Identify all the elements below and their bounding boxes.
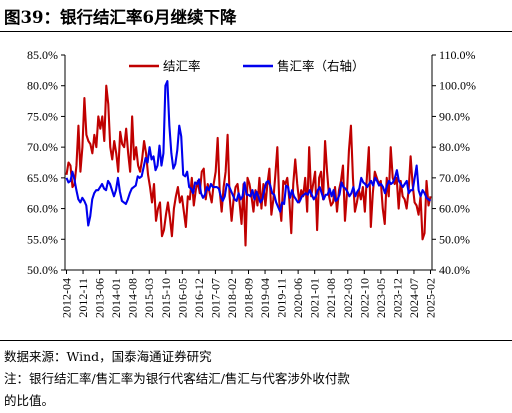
x-tick-label: 2012-11: [76, 278, 90, 318]
y-right-tick-label: 100.0%: [439, 79, 476, 93]
x-tick-label: 2014-01: [109, 278, 123, 318]
sales-ratio-line: [65, 80, 432, 227]
x-tick-label: 2016-05: [175, 278, 189, 318]
y-left-tick-label: 85.0%: [27, 48, 58, 62]
x-tick-label: 2020-06: [291, 278, 305, 318]
x-tick-label: 2012-04: [60, 278, 74, 318]
y-right-tick-label: 110.0%: [439, 48, 476, 62]
y-right-tick-label: 70.0%: [439, 171, 470, 185]
y-left-tick-label: 50.0%: [27, 263, 58, 277]
y-right-tick-label: 60.0%: [439, 202, 470, 216]
y-left-tick-label: 80.0%: [27, 79, 58, 93]
page-title: 图39：银行结汇率6月继续下降: [4, 8, 237, 27]
y-right-tick-label: 90.0%: [439, 109, 470, 123]
y-right-tick-label: 50.0%: [439, 232, 470, 246]
settlement-ratio-line: [65, 84, 432, 247]
y-left-tick-label: 75.0%: [27, 109, 58, 123]
legend-label: 售汇率（右轴）: [277, 59, 365, 74]
x-tick-label: 2016-12: [192, 278, 206, 318]
x-tick-label: 2025-02: [424, 278, 438, 318]
x-tick-label: 2015-03: [142, 278, 156, 318]
y-right-tick-label: 40.0%: [439, 263, 470, 277]
tick-labels: 50.0% 55.0% 60.0% 65.0% 70.0% 75.0% 80.0% 85.0%…: [27, 48, 476, 318]
y-left-tick-label: 70.0%: [27, 140, 58, 154]
y-left-tick-label: 60.0%: [27, 202, 58, 216]
footnote-line-1: 注：银行结汇率/售汇率为银行代客结汇/售汇与代客涉外收付款: [4, 371, 350, 386]
x-tick-label: 2023-12: [390, 278, 404, 318]
series-layer: [65, 80, 432, 247]
y-right-tick-label: 80.0%: [439, 140, 470, 154]
x-tick-label: 2019-04: [258, 278, 272, 318]
x-tick-label: 2018-09: [242, 278, 256, 318]
footnote-line-2: 的比值。: [4, 393, 55, 408]
x-tick-label: 2018-02: [225, 278, 239, 318]
x-tick-label: 2013-06: [93, 278, 107, 318]
title-divider: [0, 31, 512, 32]
chart-axes: [61, 54, 436, 274]
x-tick-label: 2021-08: [324, 278, 338, 318]
bottom-divider: [0, 340, 512, 341]
x-tick-label: 2017-07: [208, 278, 222, 318]
x-tick-label: 2022-03: [341, 278, 355, 318]
source-note: 数据来源：Wind，国泰海通证券研究: [4, 349, 212, 364]
x-tick-label: 2015-10: [159, 278, 173, 318]
x-tick-label: 2023-05: [374, 278, 388, 318]
y-left-tick-label: 65.0%: [27, 171, 58, 185]
y-left-tick-label: 55.0%: [27, 232, 58, 246]
legend-label: 结汇率: [163, 59, 201, 74]
x-tick-label: 2022-10: [357, 278, 371, 318]
exchange-rate-chart: 50.0% 55.0% 60.0% 65.0% 70.0% 75.0% 80.0% 85.0%…: [27, 48, 476, 318]
chart-legend: 结汇率 售汇率（右轴）: [129, 59, 365, 74]
x-tick-label: 2024-07: [407, 278, 421, 318]
x-tick-label: 2021-01: [308, 278, 322, 318]
x-tick-label: 2019-11: [275, 278, 289, 318]
x-tick-label: 2014-08: [126, 278, 140, 318]
